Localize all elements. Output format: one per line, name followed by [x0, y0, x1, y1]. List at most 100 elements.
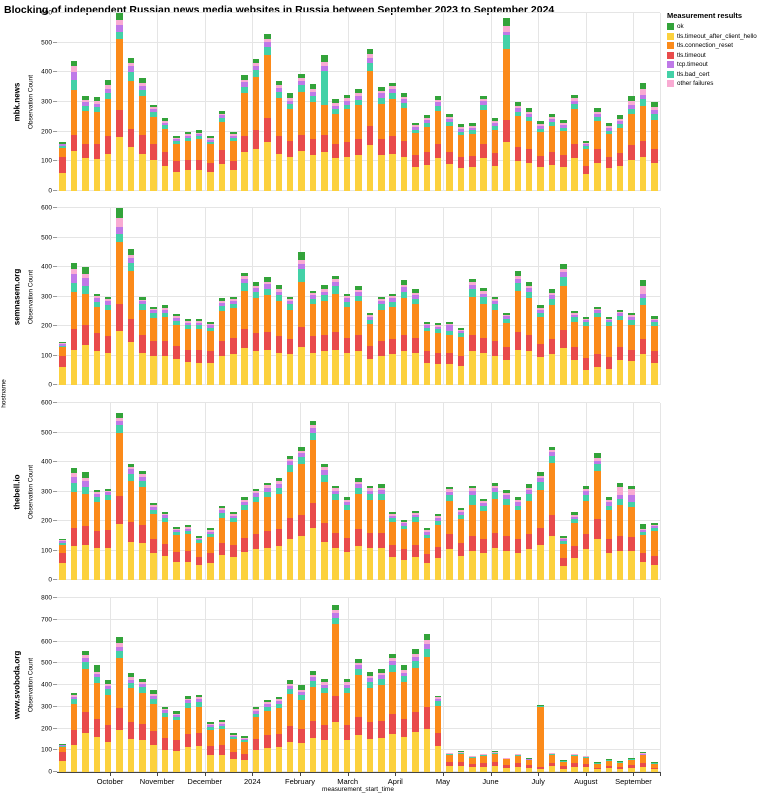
bar-segment — [605, 122, 613, 126]
bar-segment — [116, 242, 123, 305]
bar-segment — [241, 760, 248, 772]
bar-segment — [491, 118, 499, 122]
bar-segment — [173, 137, 180, 140]
bar-segment — [491, 751, 499, 753]
bar-segment — [343, 497, 351, 500]
gridline-vertical — [204, 403, 206, 580]
bar-segment — [252, 488, 260, 491]
bar-segment — [275, 699, 283, 702]
bar-segment — [514, 105, 522, 109]
bar-segment — [298, 73, 305, 79]
bar-segment — [469, 156, 476, 168]
bar-segment — [469, 334, 476, 352]
bar-segment — [332, 488, 339, 491]
y-tick-mark — [53, 71, 57, 73]
bar-segment — [173, 143, 180, 162]
bar-segment — [321, 334, 328, 352]
bar-segment — [525, 113, 533, 118]
bar-segment — [93, 671, 101, 675]
bar-segment — [616, 309, 624, 312]
bar-segment — [639, 286, 647, 294]
bar-segment — [139, 480, 146, 488]
bar-segment — [116, 417, 123, 421]
bar-segment — [366, 145, 374, 191]
bar-segment — [332, 279, 339, 282]
bar — [104, 403, 112, 580]
bar-segment — [355, 351, 362, 385]
bar-segment — [218, 300, 226, 303]
bar-segment — [605, 134, 613, 157]
bar-segment — [207, 327, 214, 332]
bar-segment — [628, 320, 635, 325]
bar-segment — [355, 96, 362, 100]
bar-segment — [309, 428, 317, 433]
bar-segment — [275, 300, 283, 337]
y-tick-mark — [53, 684, 57, 685]
bar-segment — [150, 730, 157, 745]
bar-segment — [412, 298, 419, 304]
bar-segment — [389, 660, 396, 666]
bar-segment — [446, 549, 453, 580]
y-tick-mark — [53, 727, 57, 729]
bar-segment — [173, 526, 180, 529]
legend-item: ok — [667, 23, 759, 30]
gridline-vertical — [157, 208, 159, 385]
bar-segment — [628, 495, 635, 502]
bar-segment — [491, 548, 499, 580]
bar-segment — [93, 103, 101, 108]
bar-segment — [59, 744, 66, 746]
bar-segment — [343, 678, 351, 683]
bar-segment — [150, 690, 157, 694]
bar-segment — [537, 706, 544, 708]
x-axis-line — [57, 772, 660, 773]
bar-segment — [195, 318, 203, 322]
bar-segment — [605, 130, 613, 135]
y-tick-mark — [53, 579, 57, 580]
bar-segment — [161, 312, 169, 318]
bar-segment — [218, 725, 226, 729]
bar-segment — [400, 351, 408, 385]
bar-segment — [366, 532, 374, 549]
bar-segment — [400, 519, 408, 522]
bar-segment — [104, 153, 112, 191]
bar-segment — [480, 552, 487, 580]
bar-segment — [423, 633, 430, 641]
bar-segment — [378, 675, 385, 679]
bar-segment — [560, 348, 567, 385]
bar-segment — [355, 546, 362, 580]
bar-segment — [252, 501, 260, 534]
y-tick-mark — [53, 295, 57, 297]
bar-segment — [503, 323, 510, 347]
bar-segment — [252, 713, 260, 718]
bar-segment — [582, 533, 590, 550]
bar-segment — [195, 538, 203, 541]
gridline-vertical — [585, 208, 587, 385]
bar-segment — [378, 296, 385, 300]
bar-segment — [275, 291, 283, 296]
y-tick-label: 600 — [41, 204, 52, 212]
bar-segment — [139, 678, 146, 682]
bar-segment — [104, 352, 112, 385]
bar-segment — [298, 80, 305, 86]
y-tick-label: 600 — [41, 638, 52, 645]
bar-segment — [389, 665, 396, 672]
bar-segment — [93, 531, 101, 548]
bar-segment — [195, 349, 203, 363]
bar — [491, 403, 499, 580]
bar-segment — [116, 642, 123, 647]
bar-segment — [400, 284, 408, 288]
bar-segment — [150, 107, 157, 110]
bar — [139, 208, 146, 385]
bar-segment — [252, 291, 260, 298]
bar-segment — [503, 493, 510, 496]
bar-segment — [286, 97, 294, 101]
gridline-horizontal — [57, 640, 660, 642]
bar — [628, 13, 635, 191]
bar-segment — [264, 700, 271, 703]
bar-segment — [321, 470, 328, 475]
bar-segment — [412, 513, 419, 515]
bar-segment — [298, 689, 305, 692]
bar-segment — [503, 142, 510, 191]
bar-segment — [70, 66, 78, 73]
x-tick-mark — [538, 772, 540, 776]
